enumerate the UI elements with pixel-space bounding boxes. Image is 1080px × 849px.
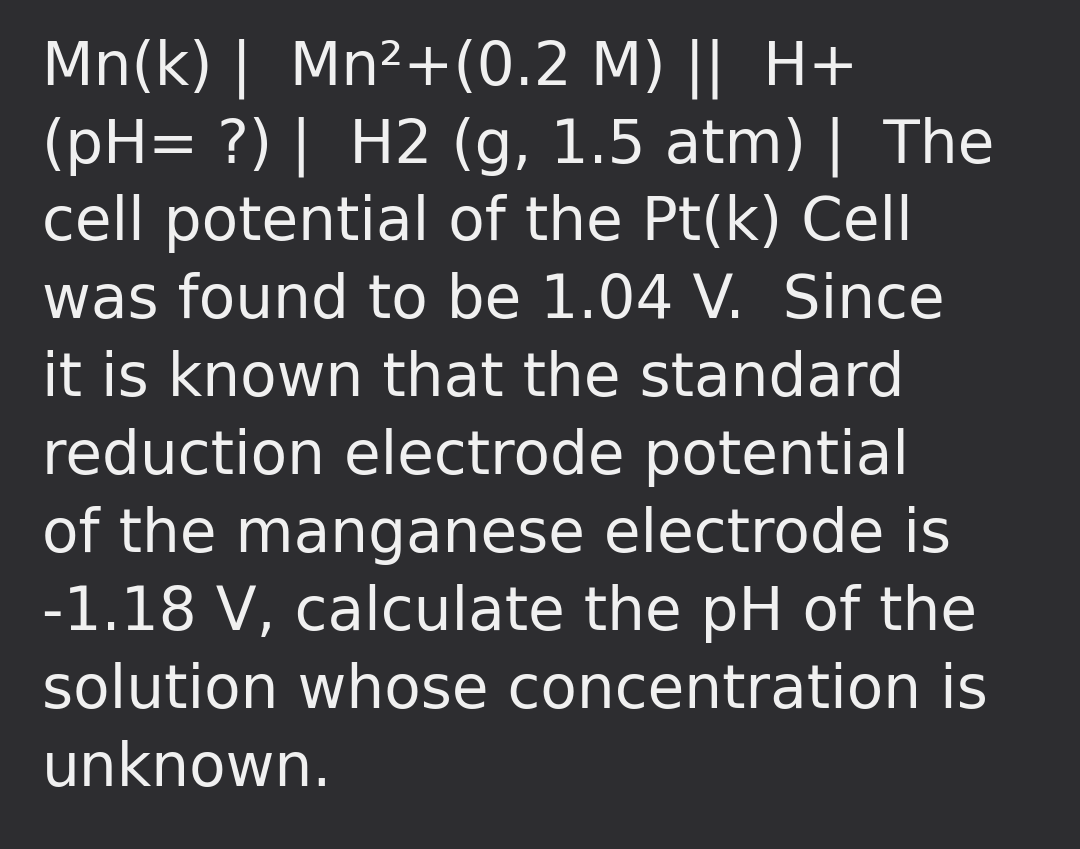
Text: (pH= ?) |  H2 (g, 1.5 atm) |  The: (pH= ?) | H2 (g, 1.5 atm) | The xyxy=(42,116,995,177)
Text: unknown.: unknown. xyxy=(42,740,333,799)
Text: -1.18 V, calculate the pH of the: -1.18 V, calculate the pH of the xyxy=(42,584,977,643)
Text: of the manganese electrode is: of the manganese electrode is xyxy=(42,506,951,565)
Text: reduction electrode potential: reduction electrode potential xyxy=(42,428,909,487)
Text: it is known that the standard: it is known that the standard xyxy=(42,350,905,409)
Text: solution whose concentration is: solution whose concentration is xyxy=(42,662,988,721)
Text: cell potential of the Pt(k) Cell: cell potential of the Pt(k) Cell xyxy=(42,194,913,253)
Text: Mn(k) |  Mn²+(0.2 M) ||  H+: Mn(k) | Mn²+(0.2 M) || H+ xyxy=(42,38,859,98)
Text: was found to be 1.04 V.  Since: was found to be 1.04 V. Since xyxy=(42,272,945,331)
